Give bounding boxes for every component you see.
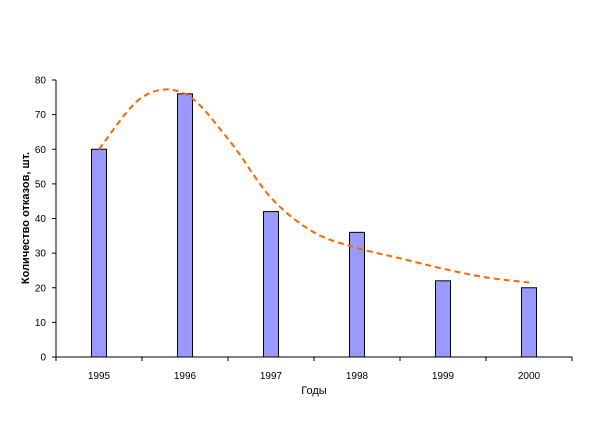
y-tick-label: 70 <box>35 110 47 121</box>
y-tick-label: 30 <box>35 249 47 260</box>
x-tick-label: 1999 <box>432 371 455 382</box>
y-axis-title: Количество отказов, шт. <box>20 152 32 284</box>
bar-1997 <box>263 211 279 358</box>
x-tick-label: 1995 <box>88 371 111 382</box>
y-tick-label: 20 <box>35 283 47 294</box>
x-tick-label: 2000 <box>518 371 541 382</box>
bar-2000 <box>521 287 537 358</box>
x-tick-label: 1998 <box>346 371 369 382</box>
y-tick-label: 60 <box>35 145 47 156</box>
bar-1998 <box>349 231 365 358</box>
y-tick-label: 40 <box>35 214 47 225</box>
bar-1999 <box>435 280 451 358</box>
bar-series <box>91 93 537 358</box>
y-axis-ticks: 0 10 20 30 40 50 60 70 80 <box>35 76 56 364</box>
trend-line <box>98 88 530 284</box>
x-axis-title: Годы <box>301 385 327 397</box>
y-tick-label: 10 <box>35 318 47 329</box>
y-tick-label: 0 <box>40 353 46 364</box>
plot-area: 0 10 20 30 40 50 60 70 80 1995 1996 1997 1998 1999 20… <box>35 76 573 382</box>
x-axis-ticks: 1995 1996 1997 1998 1999 2000 <box>55 357 573 382</box>
bar-1995 <box>91 148 107 358</box>
x-tick-label: 1997 <box>260 371 283 382</box>
y-tick-label: 80 <box>35 76 47 87</box>
bar-1996 <box>177 93 193 358</box>
y-tick-label: 50 <box>35 179 47 190</box>
x-tick-label: 1996 <box>174 371 197 382</box>
